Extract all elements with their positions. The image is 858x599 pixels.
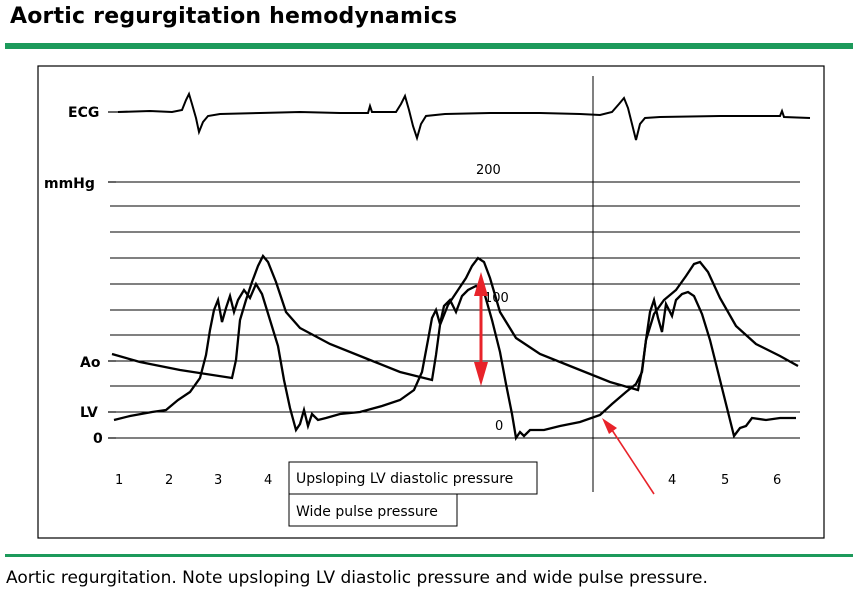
ao-label: Ao (80, 355, 101, 371)
page-title: Aortic regurgitation hemodynamics (10, 4, 458, 29)
zero-axis-label: 0 (93, 431, 103, 447)
phase-label: 4 (668, 473, 676, 488)
figure-caption: Aortic regurgitation. Note upsloping LV … (6, 568, 708, 588)
phase-label: 3 (214, 473, 222, 488)
lv-label: LV (80, 405, 98, 421)
title-divider (5, 43, 853, 49)
ecg-trace (117, 91, 811, 142)
phase-label: 6 (773, 473, 781, 488)
pulse-pressure-arrow (474, 272, 488, 386)
wide-pulse-annotation-text: Wide pulse pressure (296, 504, 438, 520)
scale-label-200: 200 (476, 163, 501, 178)
phase-label: 1 (115, 473, 123, 488)
mmhg-label: mmHg (44, 176, 95, 192)
aortic-pressure-trace (111, 253, 799, 392)
upsloping-annotation-text: Upsloping LV diastolic pressure (296, 471, 513, 487)
wide-pulse-annotation-box (288, 493, 458, 527)
caption-divider (5, 554, 853, 557)
phase-label: 5 (721, 473, 729, 488)
scale-label-0: 0 (495, 419, 503, 434)
upsloping-arrow (602, 418, 655, 495)
arrow-head-diagonal (602, 418, 617, 434)
lv-pressure-trace (113, 281, 796, 442)
phase-label: 2 (165, 473, 173, 488)
arrow-head-up (474, 272, 488, 296)
figure-frame (37, 65, 825, 539)
ecg-label: ECG (68, 105, 99, 121)
arrow-head-down (474, 362, 488, 386)
phase-label: 4 (264, 473, 272, 488)
